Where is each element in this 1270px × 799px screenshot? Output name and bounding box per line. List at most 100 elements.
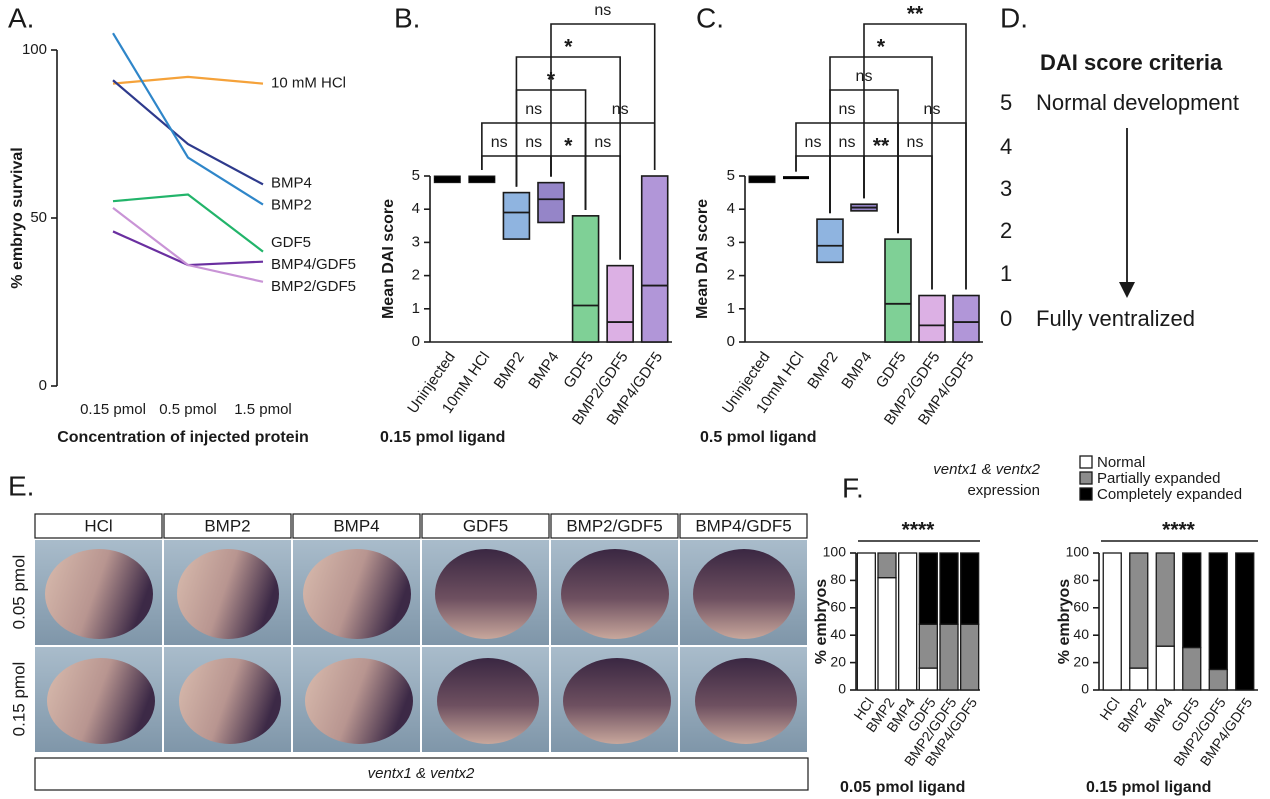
series-label: BMP4/GDF5 xyxy=(271,256,356,273)
y-tick-label: 100 xyxy=(823,544,847,560)
criteria-score: 1 xyxy=(1000,261,1012,286)
y-tick-label: 60 xyxy=(830,599,846,615)
y-tick-label: 4 xyxy=(412,200,420,217)
embryo xyxy=(177,549,279,639)
bar-segment xyxy=(1235,552,1255,691)
embryo xyxy=(179,658,281,744)
bar-segment xyxy=(918,667,938,691)
significance-bracket xyxy=(795,155,831,214)
range-bar xyxy=(952,294,980,343)
embryo xyxy=(695,658,797,744)
criteria-score: 0 xyxy=(1000,306,1012,331)
x-tick-label: 0.5 pmol xyxy=(159,401,217,418)
panel-label: D. xyxy=(1000,2,1028,33)
x-axis-label: 0.15 pmol ligand xyxy=(380,429,505,446)
y-axis-label: Mean DAI score xyxy=(380,199,397,319)
bar-segment xyxy=(960,552,980,625)
significance-label: * xyxy=(877,36,886,59)
series-label: BMP2 xyxy=(271,196,312,213)
y-tick-label: 50 xyxy=(30,209,47,226)
annotation: **** xyxy=(1162,519,1196,542)
y-tick-label: 3 xyxy=(412,233,420,250)
y-tick-label: 80 xyxy=(830,571,846,587)
significance-label: ** xyxy=(873,135,890,158)
panel-label: F. xyxy=(842,472,864,503)
line xyxy=(112,193,264,253)
significance-bracket xyxy=(829,56,933,290)
criteria-score: 4 xyxy=(1000,134,1012,159)
column-header-box xyxy=(163,513,292,539)
range-bar xyxy=(816,218,844,264)
y-tick-label: 40 xyxy=(1073,626,1089,642)
column-header: BMP4/GDF5 xyxy=(695,516,791,535)
bar-segment xyxy=(898,552,918,691)
embryo xyxy=(305,658,413,744)
bar-segment xyxy=(1208,552,1228,671)
y-tick-label: 100 xyxy=(1066,544,1090,560)
embryo xyxy=(437,658,539,744)
annotation: **** xyxy=(902,519,936,542)
bar-segment xyxy=(939,552,959,625)
y-tick-label: 4 xyxy=(727,200,735,217)
embryo xyxy=(693,549,795,639)
y-tick-label: 1 xyxy=(412,300,420,317)
x-tick-label: BMP2 xyxy=(491,349,528,392)
y-tick-label: 0 xyxy=(838,681,846,697)
y-tick-label: 0 xyxy=(412,333,420,350)
y-tick-label: 0 xyxy=(39,377,47,394)
range-bar xyxy=(502,191,531,240)
line xyxy=(112,32,264,206)
significance-label: * xyxy=(564,135,573,158)
y-axis-label: Mean DAI score xyxy=(694,199,711,319)
significance-bracket xyxy=(863,23,967,290)
chart-subtitle: expression xyxy=(967,482,1040,499)
legend-label: Partially expanded xyxy=(1097,470,1220,487)
bar-segment xyxy=(1182,646,1202,691)
y-tick-label: 60 xyxy=(1073,599,1089,615)
y-tick-label: 40 xyxy=(830,626,846,642)
criteria-score: 3 xyxy=(1000,176,1012,201)
bar-segment xyxy=(939,623,959,691)
range-bar xyxy=(640,175,669,343)
legend-label: Completely expanded xyxy=(1097,486,1242,503)
caption-box xyxy=(34,757,809,791)
bar-segment xyxy=(960,623,980,691)
column-header: BMP2 xyxy=(204,516,250,535)
significance-label: ns xyxy=(594,2,611,19)
range-bar xyxy=(918,294,946,343)
criteria-title: DAI score criteria xyxy=(1040,50,1223,75)
panel-label: A. xyxy=(8,2,34,33)
panel-label: B. xyxy=(394,2,420,33)
x-axis-label: Concentration of injected protein xyxy=(57,429,309,446)
column-header-box xyxy=(34,513,163,539)
arrow-head xyxy=(1119,282,1135,298)
y-axis-label: % embryos xyxy=(1056,579,1073,664)
significance-label: ns xyxy=(491,134,508,151)
y-tick-label: 20 xyxy=(1073,653,1089,669)
y-tick-label: 3 xyxy=(727,233,735,250)
criteria-score: 2 xyxy=(1000,218,1012,243)
series-label: BMP2/GDF5 xyxy=(271,278,356,295)
legend-swatch xyxy=(1079,455,1093,469)
y-tick-label: 80 xyxy=(1073,571,1089,587)
significance-label: ** xyxy=(907,3,924,26)
x-tick-label: 1.5 pmol xyxy=(234,401,292,418)
y-tick-label: 0 xyxy=(727,333,735,350)
x-tick-label: BMP4 xyxy=(838,349,875,392)
range-bar xyxy=(884,238,912,343)
bar-segment xyxy=(1208,668,1228,691)
y-tick-label: 0 xyxy=(1081,681,1089,697)
significance-label: * xyxy=(564,36,573,59)
legend-label: Normal xyxy=(1097,454,1145,471)
x-tick-label: BMP4 xyxy=(1141,694,1176,735)
line xyxy=(112,207,264,283)
chart-title: ventx1 & ventx2 xyxy=(933,461,1040,478)
x-axis-label: 0.5 pmol ligand xyxy=(700,429,816,446)
y-tick-label: 2 xyxy=(727,267,735,284)
significance-label: ns xyxy=(839,134,856,151)
bar-segment xyxy=(1129,667,1149,691)
panel-label: C. xyxy=(696,2,724,33)
embryo xyxy=(435,549,537,639)
x-tick-label: 0.15 pmol xyxy=(80,401,146,418)
